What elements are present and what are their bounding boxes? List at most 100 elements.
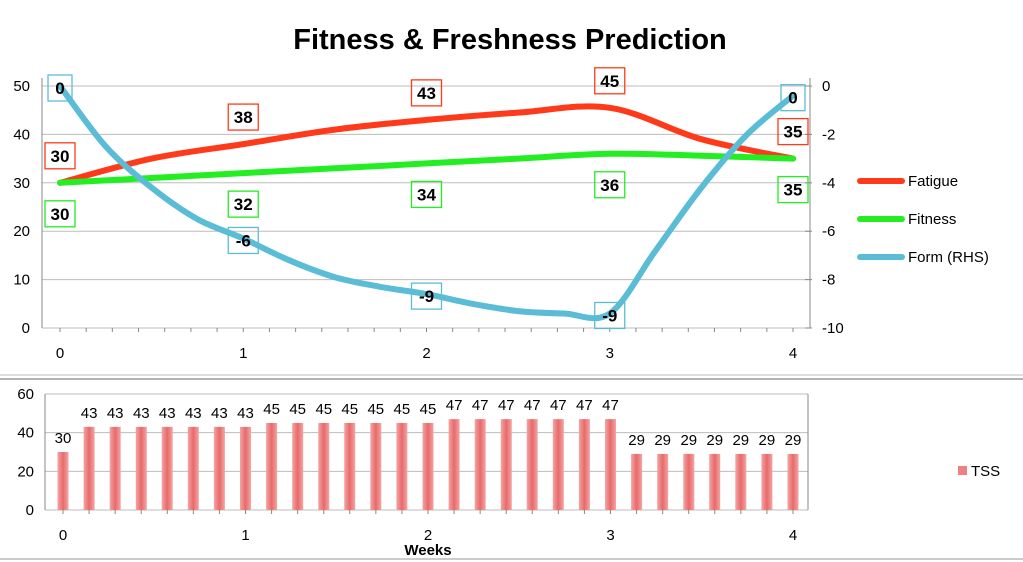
tss-bar-value-label: 45 bbox=[341, 401, 358, 418]
tss-bar-value-label: 29 bbox=[706, 432, 723, 449]
data-label-box-form-rhs bbox=[594, 301, 626, 330]
bottom-x-tick-label: 4 bbox=[789, 527, 797, 544]
tss-bar-value-label: 47 bbox=[498, 397, 515, 414]
legend-swatch-tss bbox=[958, 466, 967, 475]
tss-bar-value-label: 45 bbox=[420, 401, 437, 418]
data-label-box-form-rhs bbox=[410, 282, 443, 310]
tss-bar bbox=[500, 419, 512, 510]
data-label-fitness: 36 bbox=[600, 176, 619, 195]
tss-bar-value-label: 45 bbox=[289, 401, 306, 418]
top-y-tick-label: 20 bbox=[13, 223, 30, 240]
tss-bar bbox=[526, 419, 538, 510]
top-y2-tick-label: -4 bbox=[822, 175, 835, 192]
tss-bar-value-label: 29 bbox=[732, 432, 749, 449]
tss-bar-value-label: 43 bbox=[185, 405, 202, 422]
tss-bar-value-label: 47 bbox=[602, 397, 619, 414]
legend-label-fitness: Fitness bbox=[908, 211, 956, 228]
tss-bar bbox=[552, 419, 564, 510]
data-label-fatigue: 38 bbox=[234, 108, 253, 127]
data-label-form-rhs: -9 bbox=[419, 287, 434, 306]
data-label-box-fatigue bbox=[410, 79, 443, 107]
data-label-box-fitness bbox=[227, 190, 259, 218]
top-x-tick-label: 3 bbox=[606, 345, 614, 362]
tss-bar bbox=[187, 426, 199, 510]
series-line-fatigue bbox=[57, 103, 796, 186]
tss-bar bbox=[761, 453, 773, 510]
tss-bar-value-label: 29 bbox=[680, 432, 697, 449]
top-y-tick-label: 30 bbox=[13, 175, 30, 192]
top-y2-tick-label: -2 bbox=[822, 126, 835, 143]
top-y2-tick-label: -6 bbox=[822, 223, 835, 240]
tss-bar bbox=[578, 419, 590, 510]
top-y2-tick-label: 0 bbox=[822, 78, 830, 95]
tss-bar-value-label: 43 bbox=[133, 405, 150, 422]
top-chart-data-labels: 30 38 43 45 35 30 32 34 36 35 0 -6 -9 -9 0 bbox=[44, 67, 809, 330]
data-label-form-rhs: -9 bbox=[602, 306, 617, 325]
bottom-x-tick-label: 3 bbox=[606, 527, 614, 544]
data-label-form-rhs: 0 bbox=[55, 79, 64, 98]
tss-bar bbox=[57, 452, 69, 510]
tss-bar bbox=[683, 453, 695, 510]
tss-bar bbox=[344, 423, 356, 510]
data-label-form-rhs: 0 bbox=[788, 89, 797, 108]
top-y-tick-label: 50 bbox=[13, 78, 30, 95]
bottom-x-tick-label: 2 bbox=[424, 527, 432, 544]
tss-bar-value-label: 29 bbox=[785, 432, 802, 449]
bottom-chart-bars: 30 43 43 43 43 43 43 43 45 45 45 45 45 45 45 47 47 47 47 47… bbox=[55, 397, 802, 510]
tss-bar bbox=[161, 426, 173, 510]
top-y-tick-label: 0 bbox=[22, 320, 30, 337]
tss-bar-value-label: 47 bbox=[550, 397, 567, 414]
top-x-tick-label: 1 bbox=[239, 345, 247, 362]
tss-bar bbox=[474, 419, 486, 510]
tss-bar-value-label: 29 bbox=[628, 432, 645, 449]
top-y2-tick-label: -10 bbox=[822, 320, 844, 337]
tss-bar-value-label: 45 bbox=[263, 401, 280, 418]
tss-bar-value-label: 30 bbox=[55, 430, 72, 447]
data-label-box-fitness bbox=[410, 180, 443, 209]
top-x-tick-label: 2 bbox=[422, 345, 430, 362]
data-label-box-fitness bbox=[777, 175, 809, 204]
tss-bar-value-label: 47 bbox=[446, 397, 463, 414]
data-label-box-form-rhs bbox=[47, 74, 73, 102]
data-label-fitness: 30 bbox=[51, 205, 70, 224]
data-label-box-fatigue bbox=[777, 117, 809, 146]
data-label-box-fatigue bbox=[594, 67, 626, 95]
series-line-form-rhs bbox=[57, 83, 796, 322]
tss-bar-value-label: 43 bbox=[159, 405, 176, 422]
tss-bar-value-label: 43 bbox=[81, 405, 98, 422]
tss-bar bbox=[422, 423, 434, 510]
top-chart-series bbox=[57, 83, 796, 322]
bottom-y-tick-label: 40 bbox=[17, 425, 34, 442]
tss-bar bbox=[266, 423, 278, 510]
tss-bar bbox=[135, 426, 147, 510]
top-x-tick-label: 0 bbox=[56, 345, 64, 362]
bottom-chart-axes: 0 20 40 60 0 1 2 3 4 bbox=[17, 386, 809, 544]
chart-title: Fitness & Freshness Prediction bbox=[293, 24, 727, 56]
tss-bar bbox=[370, 423, 382, 510]
series-line-fitness bbox=[57, 150, 796, 186]
tss-bar bbox=[631, 453, 643, 510]
bottom-x-tick-label: 0 bbox=[59, 527, 67, 544]
data-label-fitness: 34 bbox=[417, 185, 436, 204]
tss-bar bbox=[213, 426, 225, 510]
x-axis-label: Weeks bbox=[404, 542, 451, 559]
legend-label-fatigue: Fatigue bbox=[908, 173, 958, 190]
tss-bar-value-label: 47 bbox=[576, 397, 593, 414]
data-label-box-form-rhs bbox=[227, 226, 259, 255]
data-label-box-fitness bbox=[594, 171, 626, 199]
top-y-tick-label: 40 bbox=[13, 126, 30, 143]
tss-bar-value-label: 43 bbox=[211, 405, 228, 422]
data-label-fitness: 35 bbox=[784, 181, 803, 200]
top-x-tick-label: 4 bbox=[789, 345, 797, 362]
tss-bar-value-label: 43 bbox=[107, 405, 124, 422]
top-chart-legend: Fatigue Fitness Form (RHS) bbox=[857, 173, 989, 266]
data-label-box-fatigue bbox=[44, 142, 76, 170]
data-label-fatigue: 30 bbox=[51, 147, 70, 166]
tss-bar bbox=[83, 426, 95, 510]
tss-bar bbox=[787, 453, 799, 510]
tss-bar-value-label: 47 bbox=[472, 397, 489, 414]
data-label-form-rhs: -6 bbox=[236, 231, 251, 250]
bottom-y-tick-label: 0 bbox=[26, 502, 34, 519]
